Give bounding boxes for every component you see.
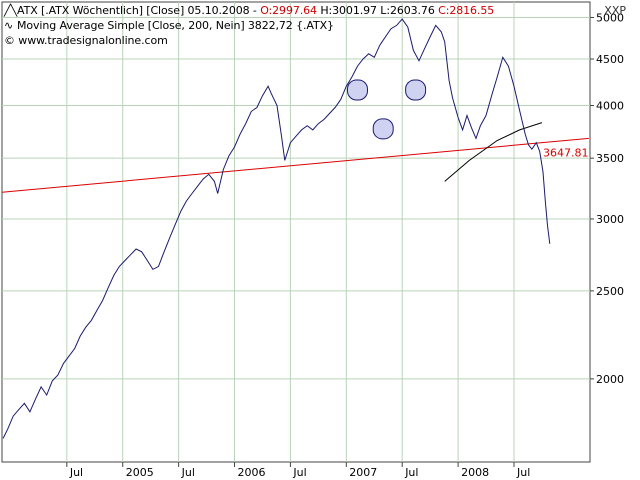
x-axis: Jul 2005 Jul 2006 Jul 2007 Jul 2008 Jul [66,462,530,479]
y-tick-label: 2500 [596,285,624,298]
x-tick-label: Jul [181,466,195,479]
legend-atx-title: ATX [.ATX Wöchentlich] [Close] 05.10.200… [17,4,261,17]
moving-average-value-label: 3647.81 [543,147,589,160]
moving-average-layer: 3647.81 [1,137,589,193]
y-tick-label: 3000 [596,213,624,226]
x-tick-label: Jul [292,466,306,479]
legend-copyright: www.tradesignalonline.com [14,34,168,47]
x-tick-label: 2008 [461,466,489,479]
copyright-icon: © [4,34,15,47]
unit-label: XXP [604,4,626,17]
plot-frame [1,1,591,463]
x-tick-label: 2005 [126,466,154,479]
price-series-line [2,18,551,439]
wave-icon: ∿ [4,19,14,32]
y-tick-label: 5000 [596,11,624,24]
head-shoulders-marker [372,118,394,140]
legend-ma-title: Moving Average Simple [Close, 200, Nein]… [17,19,334,32]
line-chart-icon: ╱╲ [4,4,18,17]
y-tick-label: 2000 [596,373,624,386]
y-tick-label: 3500 [596,152,624,165]
marker-layer [346,79,427,140]
x-tick-label: Jul [404,466,418,479]
x-tick-label: Jul [69,466,83,479]
legend-row-copyright: © www.tradesignalonline.com [4,34,168,47]
legend-row-ma: ∿ Moving Average Simple [Close, 200, Nein… [4,19,334,32]
head-shoulders-marker [405,79,427,101]
head-shoulders-marker [346,79,368,101]
moving-average-line [1,137,589,193]
legend-atx-close: C:2816.55 [438,4,495,17]
legend-atx-high-low: H:3001.97 L:2603.76 [316,4,439,17]
y-axis: 5000 4500 4000 3500 3000 2500 2000 [590,11,624,386]
x-tick-label: 2006 [238,466,266,479]
x-tick-label: 2007 [349,466,377,479]
legend-row-atx: ╱╲ATX [.ATX Wöchentlich] [Close] 05.10.2… [4,4,494,17]
x-tick-label: Jul [516,466,530,479]
legend-atx-open: O:2997.64 [260,4,317,17]
y-tick-label: 4500 [596,53,624,66]
price-series-layer [2,18,551,439]
grid-layer [2,2,590,462]
y-tick-label: 4000 [596,99,624,112]
trend-curve [444,122,543,182]
trend-curve-layer [444,122,543,182]
